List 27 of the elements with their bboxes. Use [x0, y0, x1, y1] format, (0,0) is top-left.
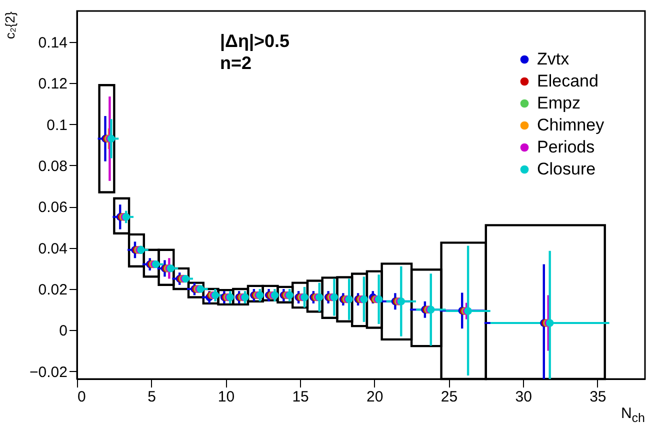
x-tick-label: 20 [366, 388, 384, 406]
y-tick-label: 0.06 [38, 199, 68, 216]
y-tick-label: 0.04 [38, 240, 68, 258]
legend-label: Empz [537, 94, 580, 112]
annotation: n=2 [220, 53, 252, 73]
y-tick-label: 0.14 [38, 34, 68, 52]
y-tick-label: 0 [59, 322, 68, 340]
x-tick-label: 0 [78, 388, 86, 406]
y-tick-label: 0.02 [38, 282, 68, 299]
y-tick-label: 0.12 [38, 76, 68, 93]
y-tick-label: 0.1 [46, 116, 68, 134]
legend-label: Periods [537, 138, 595, 156]
y-tick-label: 0.08 [38, 158, 68, 175]
annotation: |Δη|>0.5 [220, 31, 290, 51]
legend-label: Elecand [537, 72, 598, 90]
x-tick-label: 15 [292, 388, 309, 406]
x-tick-label: 5 [148, 388, 156, 406]
legend-label: Closure [537, 160, 596, 178]
y-tick-label: −0.02 [30, 364, 68, 381]
x-tick-label: 25 [440, 388, 458, 406]
y-axis-title: c₂{2} [2, 10, 18, 39]
x-tick-label: 35 [590, 388, 606, 406]
x-tick-label: 30 [515, 388, 532, 406]
x-axis-title: N$_{ch}$ [620, 405, 645, 425]
legend-label: Chimney [537, 116, 605, 134]
x-tick-label: 10 [218, 388, 235, 406]
legend-label: Zvtx [537, 50, 570, 68]
